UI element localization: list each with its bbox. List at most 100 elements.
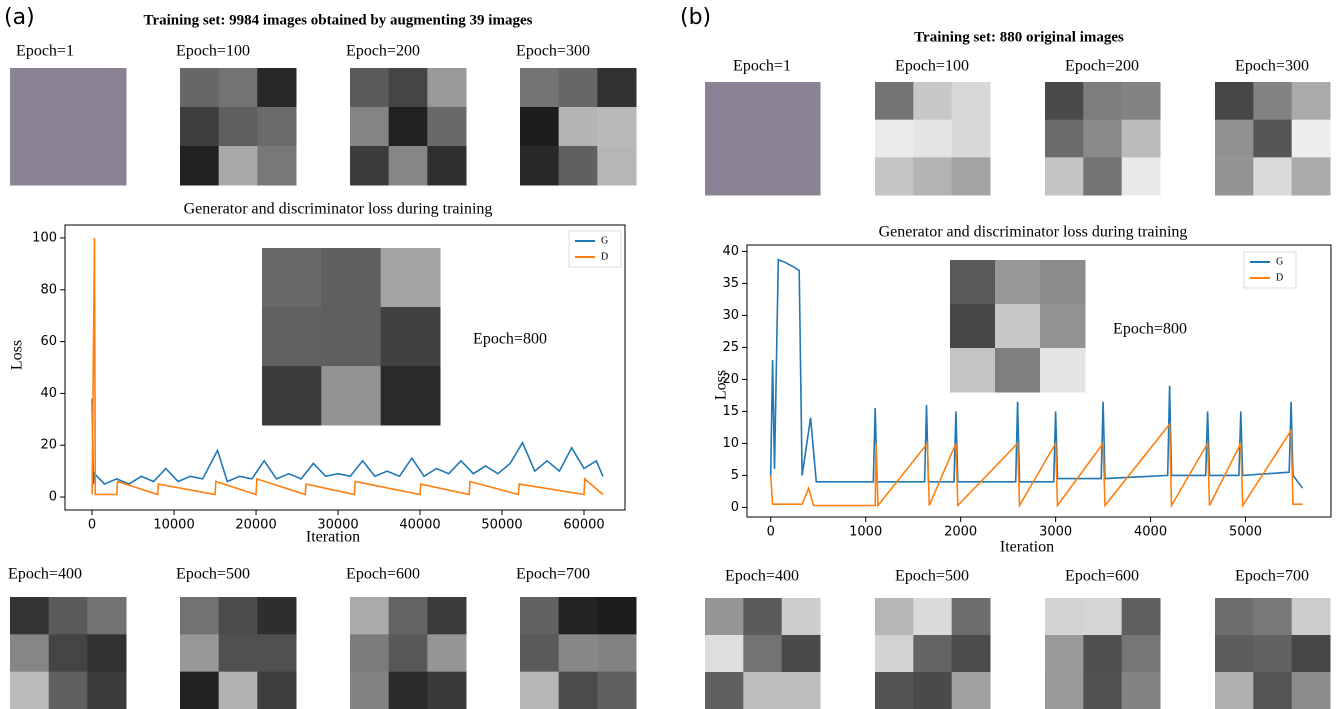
image-tile (520, 597, 560, 635)
image-tile (1215, 672, 1254, 709)
image-tile (875, 635, 914, 673)
legend-label: G (1276, 256, 1283, 267)
image-tile (350, 68, 390, 108)
image-tile (781, 672, 821, 709)
image-tile (781, 598, 821, 636)
image-tile (321, 248, 382, 308)
image-tile (705, 672, 744, 709)
image-tile (1215, 119, 1254, 158)
sample-image (520, 597, 637, 709)
image-tile (597, 68, 637, 108)
image-tile (520, 107, 560, 147)
legend-label: D (1276, 272, 1283, 283)
image-tile (1215, 82, 1254, 121)
sample-image (350, 597, 467, 709)
panel-label: (b) (680, 5, 711, 30)
image-tile (951, 635, 991, 673)
x-tick-label: 0 (88, 518, 96, 533)
image-tile (913, 672, 953, 709)
x-tick-label: 1000 (849, 525, 882, 540)
image-tile (218, 671, 258, 709)
x-tick-label: 10000 (153, 518, 194, 533)
image-tile (597, 634, 637, 673)
y-tick-label: 80 (40, 282, 57, 297)
image-tile (743, 82, 783, 121)
image-tile (520, 671, 560, 709)
image-tile (180, 146, 220, 186)
image-tile (995, 348, 1041, 393)
sample-image (705, 598, 821, 709)
image-tile (913, 157, 953, 196)
image-tile (388, 146, 428, 186)
image-tile (380, 248, 441, 308)
image-tile (520, 146, 560, 186)
sample-image (1045, 598, 1161, 709)
image-tile (705, 635, 744, 673)
image-tile (781, 119, 821, 158)
image-tile (950, 260, 996, 305)
image-tile (1045, 672, 1084, 709)
x-tick-label: 3000 (1039, 525, 1072, 540)
image-tile (951, 82, 991, 121)
image-tile (951, 672, 991, 709)
legend-label: G (601, 235, 608, 246)
image-tile (743, 672, 783, 709)
image-tile (218, 68, 258, 108)
image-tile (1215, 157, 1254, 196)
image-tile (951, 119, 991, 158)
image-tile (257, 146, 297, 186)
image-tile (705, 157, 744, 196)
image-tile (87, 634, 127, 673)
image-tile (48, 671, 88, 709)
image-tile (558, 146, 598, 186)
x-tick-label: 30000 (317, 518, 358, 533)
image-tile (87, 671, 127, 709)
image-tile (558, 68, 598, 108)
epoch-label: Epoch=700 (516, 566, 590, 583)
sample-image (1215, 82, 1331, 196)
image-tile (262, 248, 322, 308)
y-tick-label: 5 (731, 468, 739, 483)
image-tile (257, 107, 297, 147)
image-tile (597, 671, 637, 709)
epoch-label: Epoch=100 (176, 43, 250, 60)
image-tile (1121, 635, 1161, 673)
y-tick-label: 35 (722, 276, 739, 291)
image-tile (951, 598, 991, 636)
image-tile (705, 82, 744, 121)
image-tile (1121, 157, 1161, 196)
y-tick-label: 15 (722, 404, 739, 419)
image-tile (1291, 672, 1331, 709)
image-tile (1291, 598, 1331, 636)
image-tile (218, 634, 258, 673)
image-tile (427, 146, 467, 186)
sample-image (262, 248, 441, 426)
epoch-label: Epoch=300 (1235, 58, 1309, 75)
image-tile (427, 597, 467, 635)
epoch-label: Epoch=500 (176, 566, 250, 583)
image-tile (743, 157, 783, 196)
image-tile (180, 634, 220, 673)
image-tile (951, 157, 991, 196)
image-tile (10, 68, 50, 108)
epoch-label: Epoch=1 (733, 58, 791, 75)
image-tile (781, 82, 821, 121)
series-line (91, 398, 604, 486)
image-tile (875, 672, 914, 709)
image-tile (1083, 672, 1123, 709)
y-tick-label: 0 (49, 490, 57, 505)
sample-image (875, 598, 991, 709)
x-axis-label: Iteration (306, 529, 360, 546)
image-tile (1045, 119, 1084, 158)
image-tile (1215, 598, 1254, 636)
image-tile (10, 597, 50, 635)
image-tile (1215, 635, 1254, 673)
image-tile (1291, 635, 1331, 673)
image-tile (350, 146, 390, 186)
image-tile (781, 635, 821, 673)
epoch-label: Epoch=200 (346, 43, 420, 60)
x-tick-label: 4000 (1134, 525, 1167, 540)
sample-image (10, 68, 127, 186)
image-tile (1121, 598, 1161, 636)
